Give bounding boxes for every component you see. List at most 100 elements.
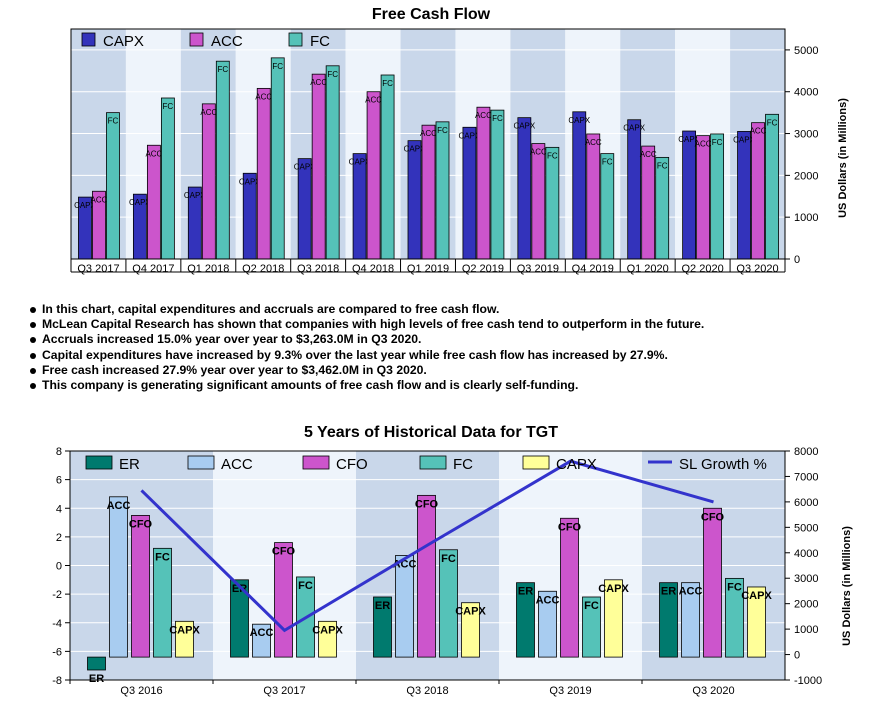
chart1-bar-capx: [737, 131, 751, 260]
chart1-bar-label: CAPX: [623, 124, 645, 133]
chart2-sl-growth-line: [140, 459, 714, 633]
chart1-bar-acc: [751, 122, 765, 260]
chart2-bar-acc: [252, 623, 271, 658]
chart2-right-tick-label: 4000: [794, 548, 818, 560]
chart2-bar-capx: [318, 620, 337, 658]
chart1-legend-label: FC: [310, 33, 330, 50]
chart2-right-tick-label: 1000: [794, 624, 818, 636]
chart2-bar-er: [87, 656, 106, 671]
chart2-bar-label: ER: [518, 586, 533, 598]
chart2-y-axis-label: US Dollars (in Millions): [841, 526, 853, 646]
chart2-legend-swatch: [419, 455, 447, 470]
chart1-bar-acc: [641, 145, 656, 260]
chart2-bar-label: CAPX: [455, 606, 486, 618]
chart1-x-tick-label: Q3 2017: [77, 263, 119, 275]
bullet-item: In this chart, capital expenditures and …: [30, 302, 850, 317]
chart1-bar-fc: [765, 113, 779, 260]
chart1-y-tick-label: 3000: [794, 129, 818, 141]
chart1-x-tick-label: Q1 2020: [627, 263, 669, 275]
chart2-left-tick-label: 8: [56, 446, 62, 458]
chart2-bar-capx: [604, 579, 623, 658]
chart2-x-tick-label: Q3 2020: [692, 685, 734, 697]
chart2-bar-label: FC: [155, 551, 170, 563]
chart1-bar-label: ACC: [310, 78, 327, 87]
chart1-bar-capx: [352, 153, 367, 260]
chart1-x-tick-label: Q3 2018: [297, 263, 339, 275]
chart1-bar-label: FC: [492, 114, 503, 123]
chart2-bar-label: ER: [375, 600, 390, 612]
chart2-bar-label: ACC: [107, 500, 131, 512]
chart1-bar-capx: [572, 111, 587, 260]
chart1-bar-fc: [325, 65, 340, 260]
chart2-right-tick-label: 3000: [794, 573, 818, 585]
chart1-legend: CAPX ACC FC: [81, 32, 330, 50]
chart1-bar-fc: [106, 112, 120, 260]
chart1-legend-label: CAPX: [103, 33, 144, 50]
chart1-bar-capx: [407, 140, 422, 260]
bullet-item: Capital expenditures have increased by 9…: [30, 348, 850, 363]
chart1-bar-label: CAPX: [74, 201, 96, 210]
chart1-bar-label: FC: [382, 79, 393, 88]
chart2-bar-label: ER: [661, 586, 676, 598]
chart2-title: 5 Years of Historical Data for TGT: [304, 424, 558, 441]
chart1-bar-label: FC: [437, 126, 448, 135]
bullet-item: Accruals increased 15.0% year over year …: [30, 332, 850, 347]
chart1-x-tick-label: Q3 2019: [517, 263, 559, 275]
chart1-y-tick-label: 0: [794, 254, 800, 266]
chart1-axes: 0 1000 2000 3000 4000 5000 Q3 2017 Q4 2017 Q1 20…: [70, 28, 818, 275]
chart1-x-tick-label: Q1 2019: [407, 263, 449, 275]
chart2-left-tick-label: 2: [56, 532, 62, 544]
chart2-x-tick-label: Q3 2016: [120, 685, 162, 697]
chart1-bar-label: ACC: [640, 150, 657, 159]
chart1-bar-capx: [297, 158, 312, 260]
chart1-y-tick-label: 1000: [794, 212, 818, 224]
chart2-x-tick-label: Q3 2018: [406, 685, 448, 697]
chart1-bar-fc: [270, 57, 285, 260]
chart1-bar-label: FC: [327, 70, 338, 79]
chart2-left-tick-label: -6: [52, 646, 62, 658]
chart2-bar-acc: [538, 590, 557, 658]
chart2-bar-cfo: [560, 517, 579, 658]
chart2-bar-capx: [747, 586, 766, 658]
chart2-plot-frame: [69, 450, 786, 681]
chart1-bar-label: FC: [108, 117, 119, 126]
chart2-bar-fc: [439, 549, 458, 658]
chart1-x-tick-label: Q3 2020: [736, 263, 778, 275]
chart1-x-tick-label: Q4 2019: [572, 263, 614, 275]
chart1-bar-label: FC: [602, 158, 613, 167]
chart1-bar-label: FC: [657, 161, 668, 170]
chart2-bar-label: CAPX: [741, 590, 772, 602]
chart1-bar-label: ACC: [695, 140, 712, 149]
chart2-bar-cfo: [417, 494, 436, 658]
chart1-bar-acc: [256, 87, 271, 260]
chart2-bar-cfo: [131, 515, 150, 658]
chart2-right-tick-label: 6000: [794, 497, 818, 509]
chart2-bar-label: CAPX: [312, 624, 343, 636]
chart1-y-axis-label: US Dollars (in Millions): [837, 98, 849, 218]
chart1-plot-frame: [70, 28, 786, 260]
chart2-bar-acc: [395, 555, 414, 658]
chart2-legend-swatch: [187, 455, 215, 470]
chart1-legend-swatch: [189, 32, 204, 47]
free-cash-flow-chart: Free Cash Flow CAPX CAPXCAPXCAPXCAPXCAPXC…: [70, 6, 849, 275]
chart2-bar-cfo: [703, 507, 722, 658]
chart2-left-tick-label: -2: [52, 589, 62, 601]
chart2-x-tick-label: Q3 2019: [549, 685, 591, 697]
chart1-bar-acc: [696, 135, 711, 260]
chart2-legend-label: CAPX: [556, 456, 597, 473]
chart1-bar-label: FC: [217, 65, 228, 74]
chart1-bar-capx: [462, 126, 477, 260]
chart2-bar-label: CAPX: [169, 624, 200, 636]
chart2-legend-swatch: [522, 455, 550, 470]
chart2-bar-label: FC: [727, 581, 742, 593]
chart2-bar-fc: [582, 596, 601, 658]
chart1-bar-fc: [545, 146, 560, 260]
chart2-left-tick-label: -4: [52, 618, 62, 630]
chart1-bar-label: ACC: [420, 129, 437, 138]
chart2-legend-swatch: [85, 455, 113, 470]
chart1-bar-label: CAPX: [513, 122, 535, 131]
chart1-bar-label: CAPX: [349, 158, 371, 167]
chart1-legend-swatch: [81, 32, 96, 47]
chart1-bar-label: CAPX: [184, 191, 206, 200]
chart1-bar-label: CAPX: [404, 145, 426, 154]
